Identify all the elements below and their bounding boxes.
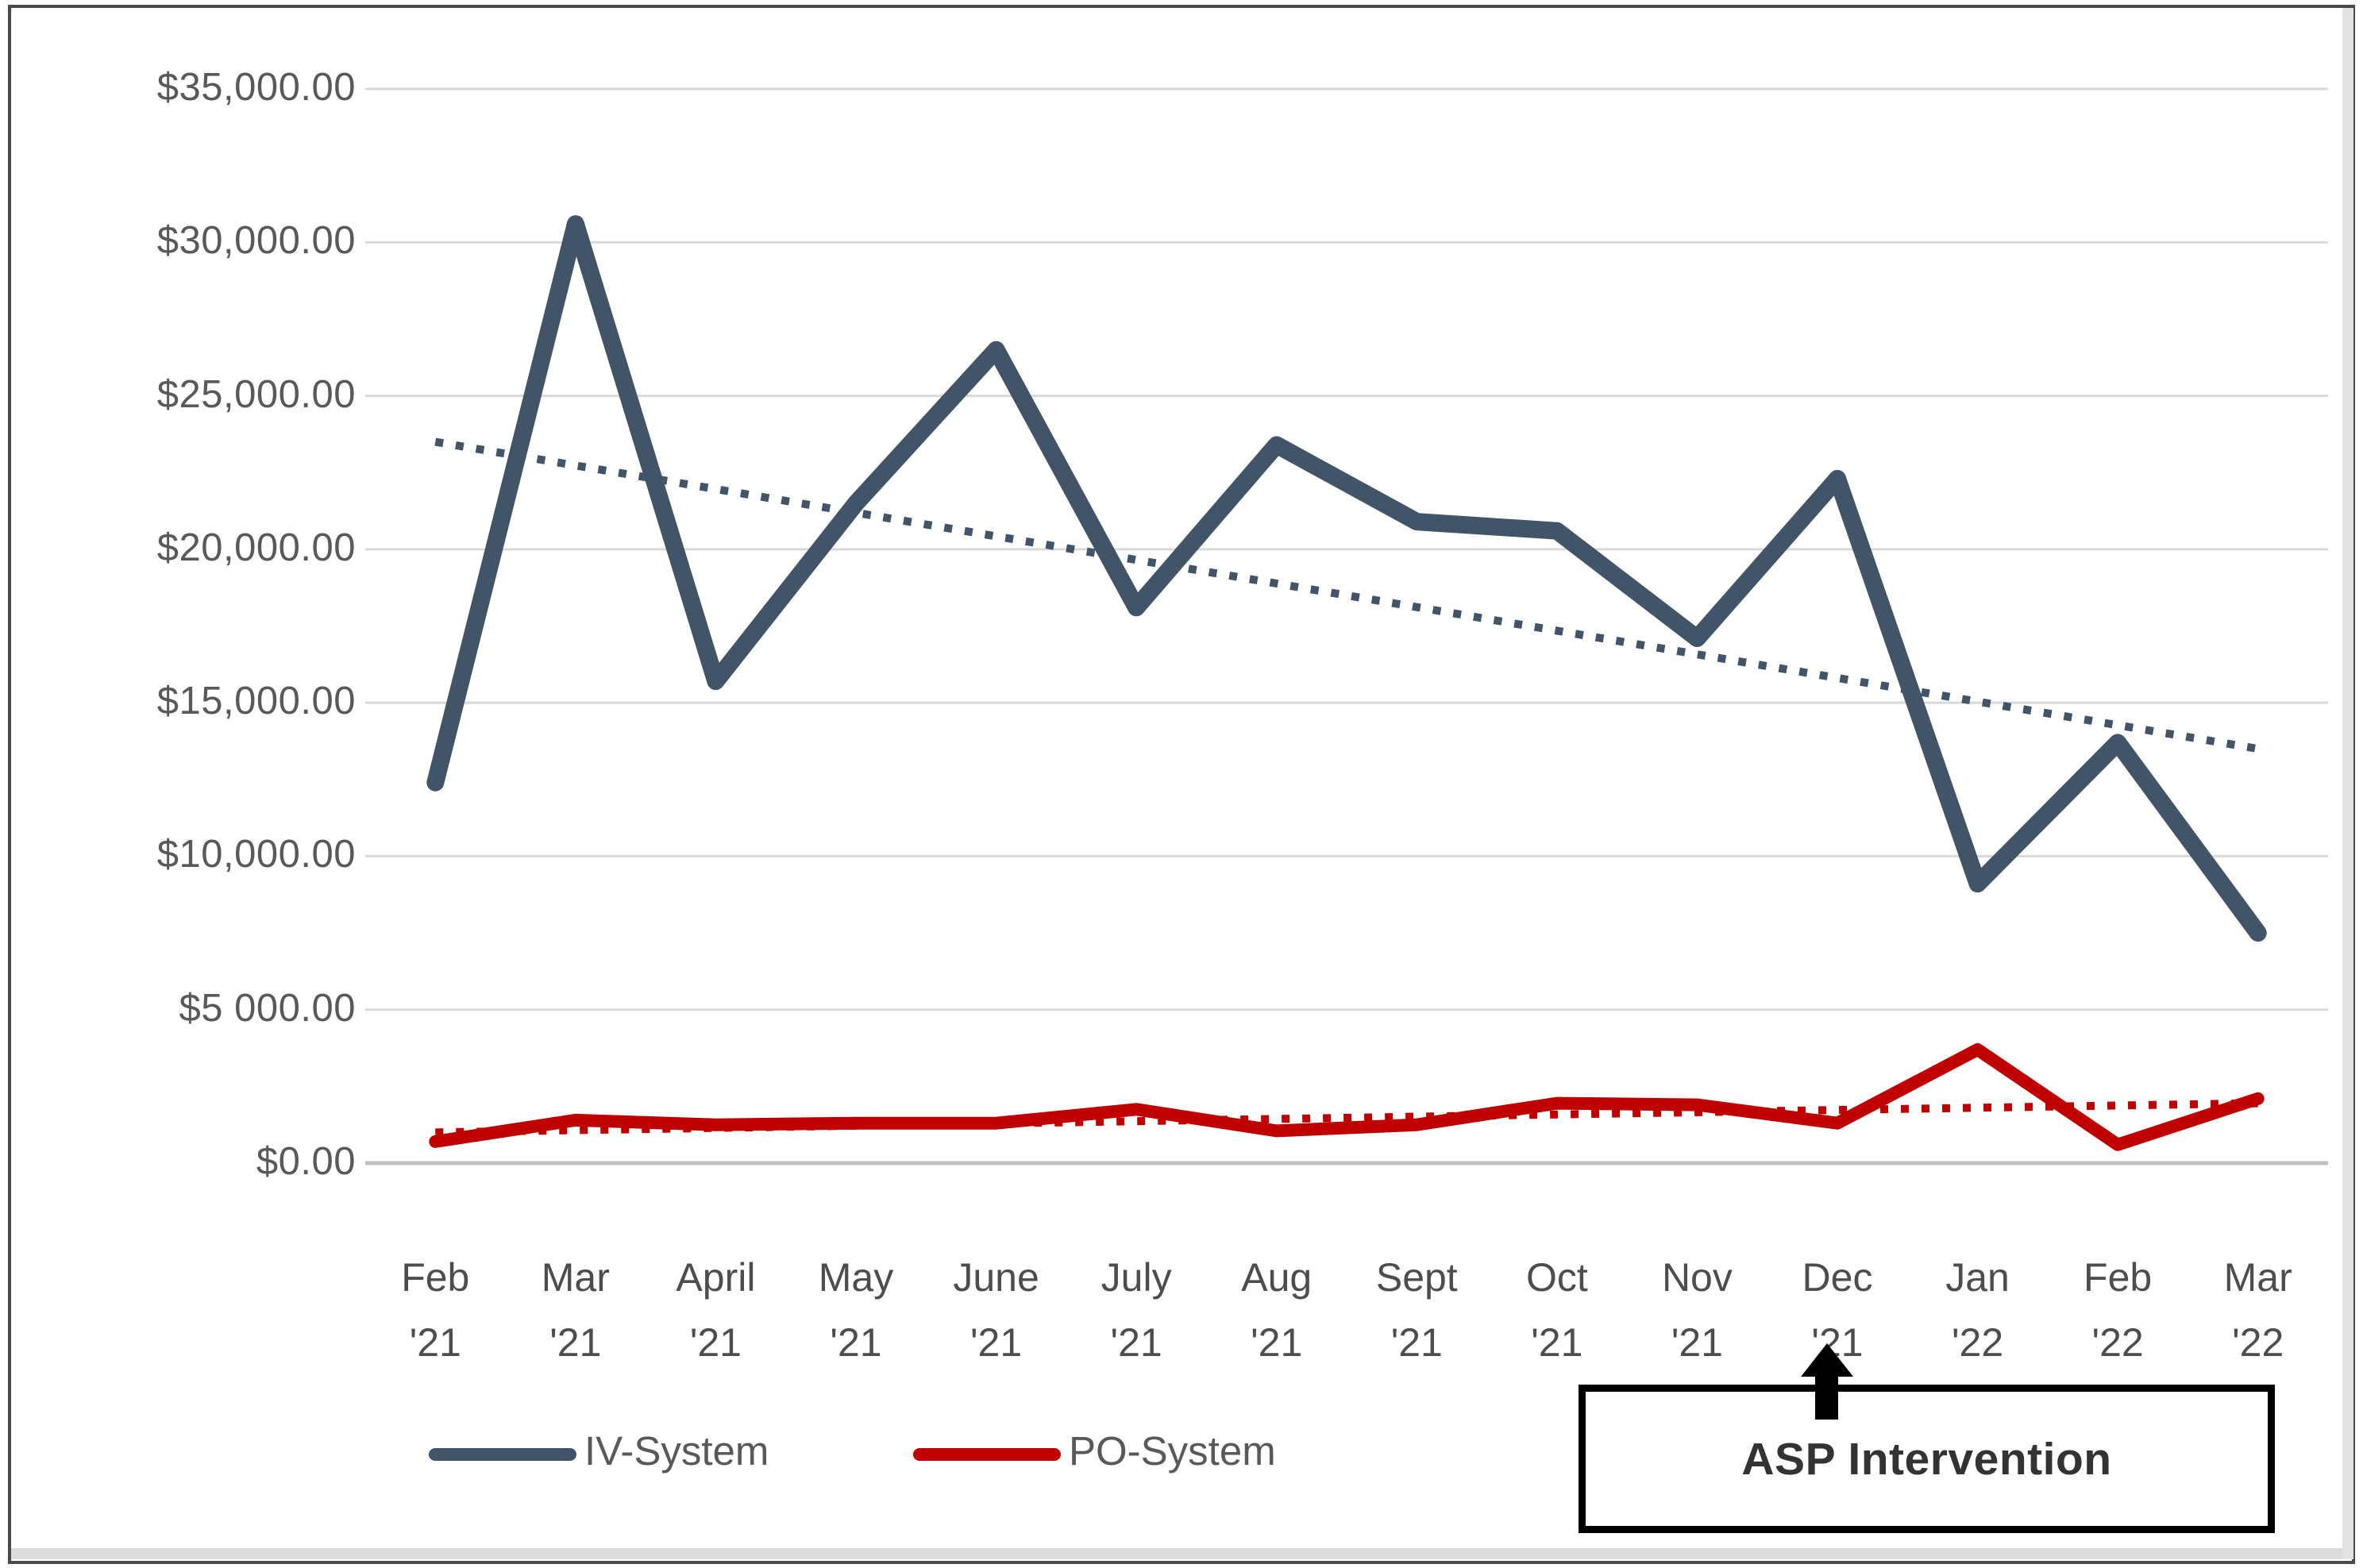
y-tick-label: $5 000.00 xyxy=(179,986,356,1030)
screenshot-border xyxy=(8,5,2355,1564)
x-tick-label: May '21 xyxy=(818,1255,894,1365)
iv-system-line xyxy=(426,215,2267,942)
legend-item-iv-system: IV-System xyxy=(429,1415,873,1502)
y-tick-label: $0.00 xyxy=(256,1140,356,1183)
po-system-line-swatch xyxy=(913,1448,1061,1461)
iv-system-line-swatch xyxy=(429,1448,576,1461)
y-tick-label: $10,000.00 xyxy=(156,833,356,876)
y-tick-label: $20,000.00 xyxy=(156,526,356,569)
y-tick-label: $15,000.00 xyxy=(156,680,356,723)
window-edge-right xyxy=(2342,8,2353,1559)
asp-intervention-callout: ASP Intervention xyxy=(1579,1385,2275,1533)
legend-item-po-system: PO-System xyxy=(913,1415,1390,1502)
x-tick-label: Mar '21 xyxy=(541,1255,610,1365)
up-arrow-icon xyxy=(1801,1343,1853,1377)
window-edge-bottom xyxy=(11,1548,2342,1559)
legend-label: IV-System xyxy=(584,1428,769,1474)
x-tick-label: Aug '21 xyxy=(1241,1255,1313,1365)
x-tick-label: Nov '21 xyxy=(1661,1255,1733,1365)
x-tick-label: June '21 xyxy=(953,1255,1039,1365)
x-tick-label: Feb '21 xyxy=(401,1255,470,1365)
x-tick-label: Jan '22 xyxy=(1945,1255,2010,1365)
po-system-trendline xyxy=(435,1099,2258,1137)
y-tick-label: $25,000.00 xyxy=(156,372,356,416)
x-tick-label: July '21 xyxy=(1101,1255,1172,1365)
x-tick-label: Sept '21 xyxy=(1375,1255,1458,1365)
y-tick-label: $35,000.00 xyxy=(156,66,356,109)
po-system-line xyxy=(429,1043,2265,1151)
x-tick-label: Mar '22 xyxy=(2223,1255,2292,1365)
chart-legend: IV-System PO-System xyxy=(0,1415,2363,1502)
x-tick-label: April '21 xyxy=(676,1255,756,1365)
asp-intervention-label: ASP Intervention xyxy=(1741,1433,2112,1485)
y-tick-label: $30,000.00 xyxy=(156,219,356,263)
x-tick-label: Feb '22 xyxy=(2084,1255,2153,1365)
legend-label: PO-System xyxy=(1069,1428,1276,1474)
up-arrow-icon xyxy=(1815,1372,1838,1420)
x-tick-label: Oct '21 xyxy=(1525,1255,1588,1365)
x-tick-label: Dec '21 xyxy=(1802,1255,1873,1365)
